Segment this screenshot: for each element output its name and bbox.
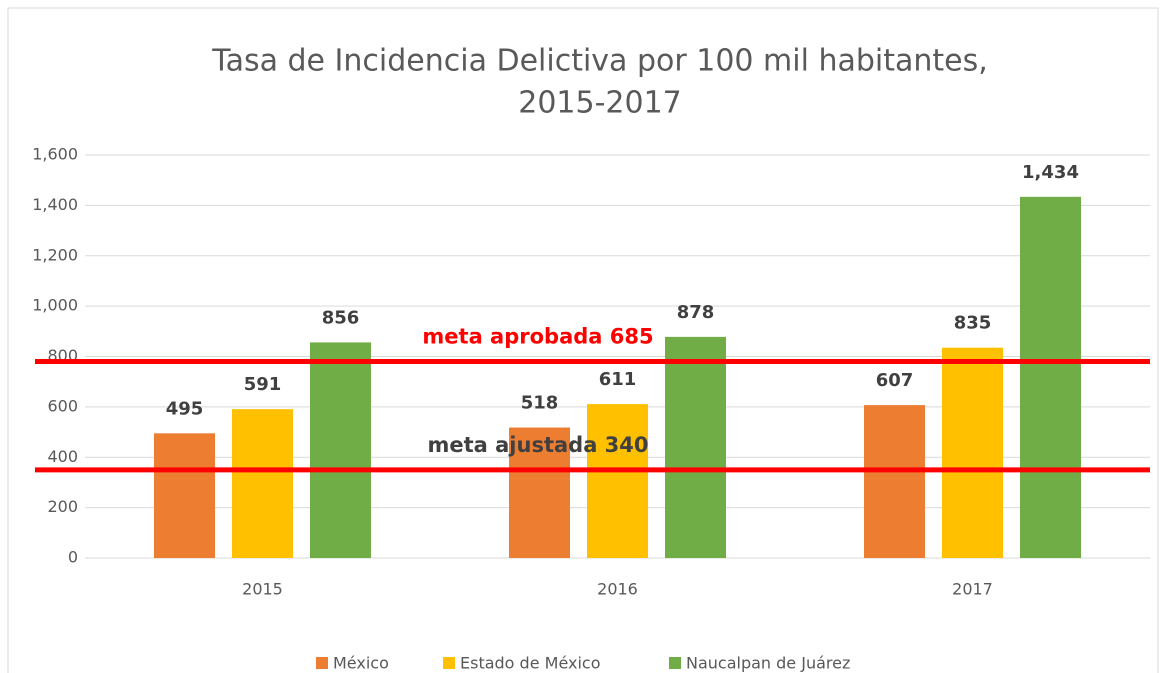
chart-title: 2015-2017 xyxy=(518,86,682,121)
y-tick-label: 600 xyxy=(47,396,78,415)
legend-swatch xyxy=(669,657,681,669)
legend-swatch xyxy=(443,657,455,669)
bar xyxy=(864,405,925,558)
data-label: 1,434 xyxy=(1022,162,1079,183)
bar xyxy=(665,336,726,558)
bar xyxy=(942,347,1003,558)
bar xyxy=(310,342,371,558)
data-label: 495 xyxy=(166,398,204,419)
legend-label: Estado de México xyxy=(460,654,601,673)
y-tick-label: 200 xyxy=(47,497,78,516)
y-tick-label: 1,200 xyxy=(32,245,78,264)
data-label: 518 xyxy=(521,393,559,414)
bar xyxy=(587,404,648,558)
legend-swatch xyxy=(316,657,328,669)
y-tick-label: 400 xyxy=(47,447,78,466)
data-label: 835 xyxy=(954,313,992,334)
bar xyxy=(509,427,570,558)
y-tick-label: 1,400 xyxy=(32,195,78,214)
x-tick-label: 2015 xyxy=(242,580,283,599)
reference-label: meta ajustada 340 xyxy=(427,433,648,457)
y-tick-label: 1,600 xyxy=(32,145,78,164)
bar xyxy=(154,433,215,558)
data-label: 856 xyxy=(322,307,360,328)
chart-frame xyxy=(7,7,1159,673)
data-label: 878 xyxy=(677,302,715,323)
data-label: 591 xyxy=(244,374,282,395)
legend-label: Naucalpan de Juárez xyxy=(686,654,850,673)
bar xyxy=(1020,196,1081,558)
x-tick-label: 2016 xyxy=(597,580,638,599)
x-tick-label: 2017 xyxy=(952,580,993,599)
y-tick-label: 1,000 xyxy=(32,296,78,315)
y-tick-label: 0 xyxy=(68,548,78,567)
chart-title: Tasa de Incidencia Delictiva por 100 mil… xyxy=(211,44,988,79)
data-label: 611 xyxy=(599,369,637,390)
legend-label: México xyxy=(333,654,389,673)
reference-label: meta aprobada 685 xyxy=(422,325,653,349)
bar xyxy=(232,409,293,558)
data-label: 607 xyxy=(876,370,914,391)
